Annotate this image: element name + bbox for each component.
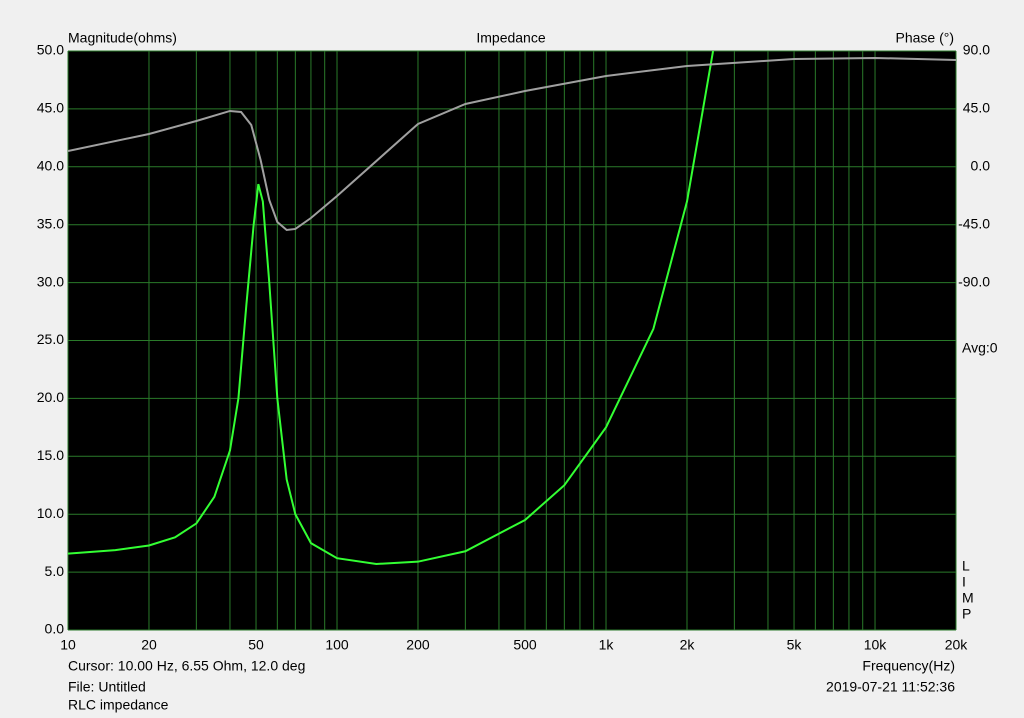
x-tick-label: 20 <box>141 637 157 653</box>
x-tick-label: 500 <box>513 637 537 653</box>
average-label: Avg:0 <box>962 340 998 356</box>
app-letter: I <box>962 574 966 590</box>
series-line <box>68 56 956 232</box>
x-tick-label: 20k <box>945 637 969 653</box>
y2-tick-label: 45.0 <box>963 100 990 116</box>
app-letter: M <box>962 590 974 606</box>
y-tick-label: 50.0 <box>37 42 64 58</box>
y-tick-label: 20.0 <box>37 389 64 405</box>
app-letter: P <box>962 606 971 622</box>
y-tick-label: 25.0 <box>37 331 64 347</box>
y-tick-label: 45.0 <box>37 100 64 116</box>
x-tick-label: 100 <box>325 637 349 653</box>
x-tick-label: 2k <box>680 637 696 653</box>
y-tick-label: 5.0 <box>45 563 65 579</box>
y-tick-label: 0.0 <box>45 621 65 637</box>
y2-axis-label: Phase (°) <box>895 30 954 46</box>
app-letter: L <box>962 558 970 574</box>
x-tick-label: 5k <box>787 637 803 653</box>
x-tick-label: 10 <box>60 637 76 653</box>
file-info: File: Untitled <box>68 679 146 695</box>
y2-tick-label: 0.0 <box>971 158 991 174</box>
y-tick-label: 15.0 <box>37 447 64 463</box>
y2-tick-label: -45.0 <box>958 215 990 231</box>
x-tick-label: 200 <box>406 637 430 653</box>
y2-tick-label: 90.0 <box>963 42 990 58</box>
y-tick-label: 30.0 <box>37 273 64 289</box>
x-tick-label: 10k <box>864 637 888 653</box>
measurement-name: RLC impedance <box>68 697 169 713</box>
y-tick-label: 40.0 <box>37 158 64 174</box>
y2-tick-label: -90.0 <box>958 273 990 289</box>
cursor-info: Cursor: 10.00 Hz, 6.55 Ohm, 12.0 deg <box>68 658 305 674</box>
x-axis-label: Frequency(Hz) <box>862 658 955 674</box>
series-line <box>68 51 715 565</box>
chart-title: Impedance <box>476 30 545 46</box>
x-tick-label: 50 <box>248 637 264 653</box>
y-tick-label: 10.0 <box>37 505 64 521</box>
x-tick-label: 1k <box>599 637 615 653</box>
y-tick-label: 35.0 <box>37 215 64 231</box>
timestamp: 2019-07-21 11:52:36 <box>826 679 955 695</box>
y-axis-label: Magnitude(ohms) <box>68 30 177 46</box>
